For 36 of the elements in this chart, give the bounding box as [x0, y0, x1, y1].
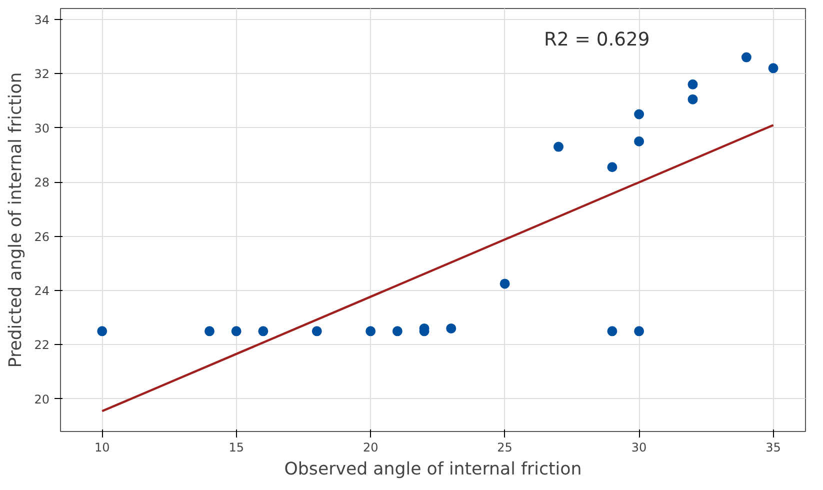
point	[741, 52, 752, 62]
point	[554, 142, 564, 152]
x-tick-label: 35	[766, 440, 781, 454]
point	[607, 326, 618, 336]
point	[392, 326, 402, 336]
y-axis-title: Predicted angle of internal friction	[6, 72, 26, 368]
point	[366, 326, 376, 336]
point	[634, 136, 644, 146]
point	[500, 278, 510, 289]
y-tick-label: 30	[34, 121, 50, 136]
y-tick-label: 22	[34, 338, 50, 352]
x-tick-label: 20	[362, 440, 378, 454]
annotation: R2 = 0.629	[544, 30, 650, 51]
point	[312, 326, 322, 336]
y-tick-label: 32	[34, 67, 50, 82]
y-tick-label: 34	[34, 12, 50, 27]
point	[634, 109, 644, 120]
point	[204, 326, 214, 336]
y-tick-label: 20	[34, 392, 50, 406]
point	[97, 326, 108, 336]
point	[688, 79, 698, 90]
y-tick-label: 24	[34, 284, 50, 298]
point	[231, 326, 242, 336]
y-tick-label: 28	[34, 176, 50, 190]
point	[607, 162, 618, 172]
y-tick-label: 26	[34, 230, 50, 244]
x-tick-label: 15	[228, 440, 244, 454]
x-axis-title: Observed angle of internal friction	[284, 460, 582, 480]
x-tick-label: 25	[497, 440, 512, 454]
point	[258, 326, 268, 336]
point	[768, 63, 778, 74]
point	[634, 326, 644, 336]
point	[446, 323, 456, 334]
x-tick-label: 30	[631, 440, 647, 454]
point	[688, 94, 698, 104]
x-tick-label: 10	[94, 440, 110, 454]
